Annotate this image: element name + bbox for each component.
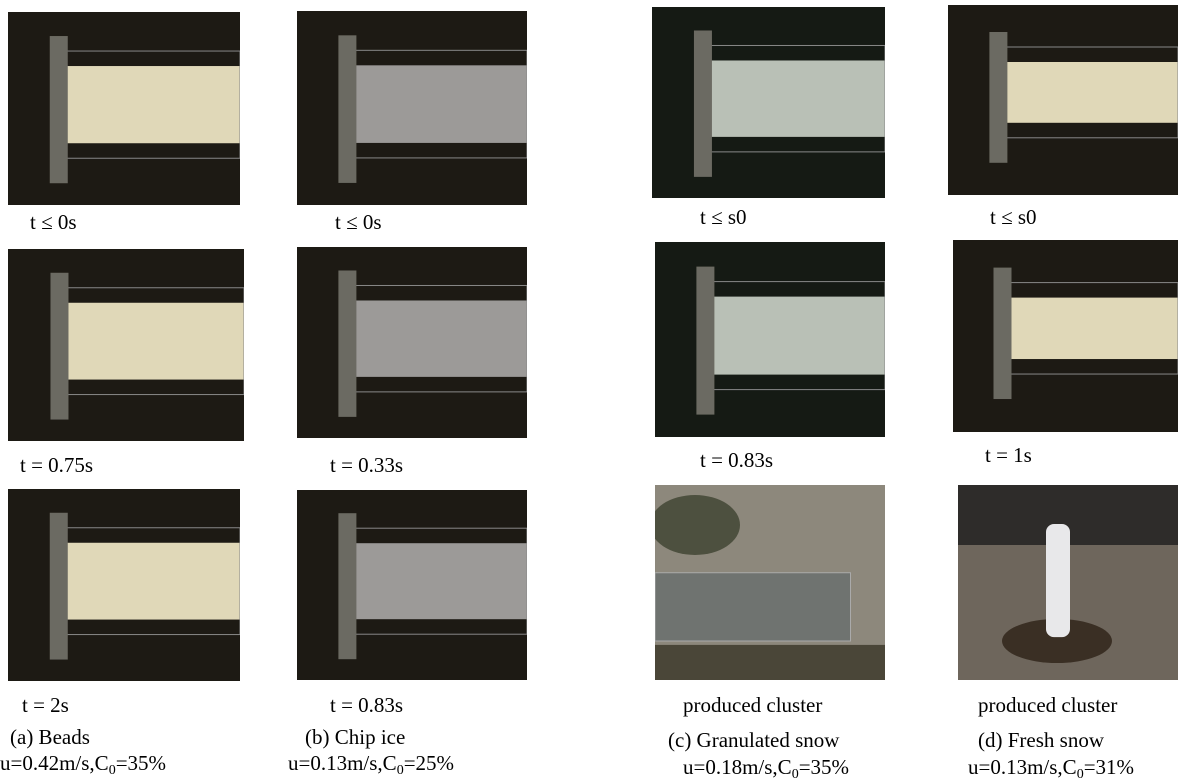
photo	[8, 489, 240, 681]
caption: t = 1s	[985, 443, 1032, 467]
caption: produced cluster	[683, 693, 822, 717]
condition-sub: 0	[1077, 767, 1084, 782]
figure: t ≤ 0s t = 0.75s t = 2s (a) Beadsu=0.42m/s,…	[0, 0, 1182, 781]
caption: t ≤ 0s	[30, 210, 77, 234]
condition: u=0.13m/s,C0=25%	[288, 751, 454, 775]
panel-label: (b) Chip ice	[305, 725, 405, 749]
photo	[297, 490, 527, 680]
caption: t = 0.83s	[700, 448, 773, 472]
caption: produced cluster	[978, 693, 1117, 717]
condition-sub: 0	[397, 763, 404, 778]
condition: u=0.13m/s,C0=31%	[968, 755, 1134, 779]
condition-prefix: u=0.13m/s,C	[288, 751, 397, 775]
photo	[953, 240, 1178, 432]
panel-label: (c) Granulated snow	[668, 728, 839, 752]
panel-label: (d) Fresh snow	[978, 728, 1104, 752]
condition-prefix: u=0.13m/s,C	[968, 755, 1077, 779]
photo	[297, 247, 527, 438]
condition-suffix: =35%	[799, 755, 849, 779]
photo	[8, 12, 240, 205]
caption: t = 2s	[22, 693, 69, 717]
photo	[8, 249, 244, 441]
caption: t = 0.83s	[330, 693, 403, 717]
condition-suffix: =31%	[1084, 755, 1134, 779]
panel-label: (a) Beads	[10, 725, 90, 749]
condition-sub: 0	[792, 767, 799, 782]
condition: u=0.42m/s,C0=35%	[0, 751, 166, 775]
caption: t ≤ s0	[990, 205, 1037, 229]
photo	[652, 7, 885, 198]
caption: t = 0.33s	[330, 453, 403, 477]
condition-sub: 0	[109, 763, 116, 778]
photo	[297, 11, 527, 205]
photo	[948, 5, 1178, 195]
condition-prefix: u=0.18m/s,C	[683, 755, 792, 779]
photo	[655, 485, 885, 680]
condition-prefix: u=0.42m/s,C	[0, 751, 109, 775]
photo	[655, 242, 885, 437]
condition-suffix: =35%	[116, 751, 166, 775]
caption: t = 0.75s	[20, 453, 93, 477]
condition-suffix: =25%	[404, 751, 454, 775]
photo	[958, 485, 1178, 680]
caption: t ≤ s0	[700, 205, 747, 229]
caption: t ≤ 0s	[335, 210, 382, 234]
condition: u=0.18m/s,C0=35%	[683, 755, 849, 779]
